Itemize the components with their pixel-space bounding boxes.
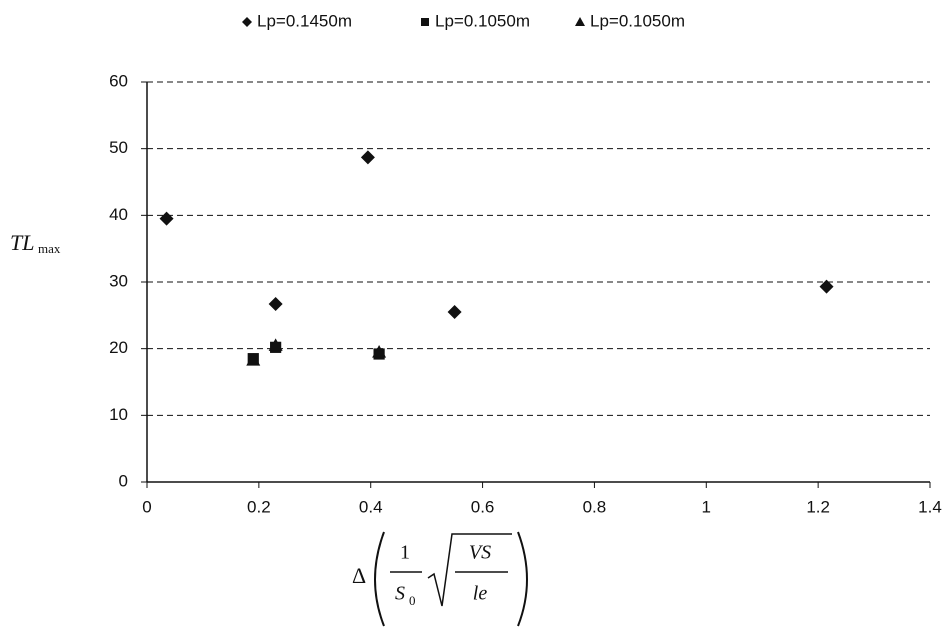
x-tick-label: 0.6 <box>471 497 495 516</box>
x-label-numerator: 1 <box>400 542 410 564</box>
y-label: TL <box>10 230 34 255</box>
y-tick-label: 0 <box>119 471 128 490</box>
x-label-radicand-denominator: le <box>473 583 488 605</box>
x-tick-label: 0.2 <box>247 497 271 516</box>
legend-label: Lp=0.1050m <box>590 11 685 30</box>
point <box>268 297 283 311</box>
x-label-denominator: S <box>395 583 405 605</box>
y-tick-label: 10 <box>109 405 128 424</box>
point <box>246 353 261 366</box>
x-tick-label: 0 <box>142 497 151 516</box>
y-tick-label: 30 <box>109 271 128 290</box>
y-tick-label: 50 <box>109 138 128 157</box>
point <box>447 305 462 319</box>
x-label-denominator-subscript: 0 <box>409 593 416 608</box>
paren <box>517 531 528 627</box>
legend-marker <box>242 17 252 27</box>
point <box>268 338 283 351</box>
x-tick-label: 1.2 <box>806 497 830 516</box>
legend-marker <box>421 18 429 26</box>
legend-marker <box>575 17 585 26</box>
point <box>360 150 375 165</box>
legend-label: Lp=0.1450m <box>257 11 352 30</box>
y-axis-title: TL max <box>10 230 61 256</box>
x-axis-title: Δ 1 S 0 VS le <box>352 531 528 627</box>
point <box>159 211 174 226</box>
point <box>372 345 387 358</box>
x-label-radicand-numerator: VS <box>469 542 491 564</box>
paren <box>374 531 385 627</box>
x-tick-label: 1 <box>702 497 711 516</box>
y-tick-label: 40 <box>109 205 128 224</box>
x-tick-label: 0.8 <box>583 497 607 516</box>
sqrt-sign <box>427 533 512 607</box>
y-tick-label: 20 <box>109 338 128 357</box>
x-tick-label: 0.4 <box>359 497 383 516</box>
y-label-subscript: max <box>38 241 61 256</box>
x-label-delta: Δ <box>352 563 366 588</box>
x-tick-label: 1.4 <box>918 497 942 516</box>
legend-label: Lp=0.1050m <box>435 11 530 30</box>
y-tick-label: 60 <box>109 71 128 90</box>
point <box>819 279 834 294</box>
